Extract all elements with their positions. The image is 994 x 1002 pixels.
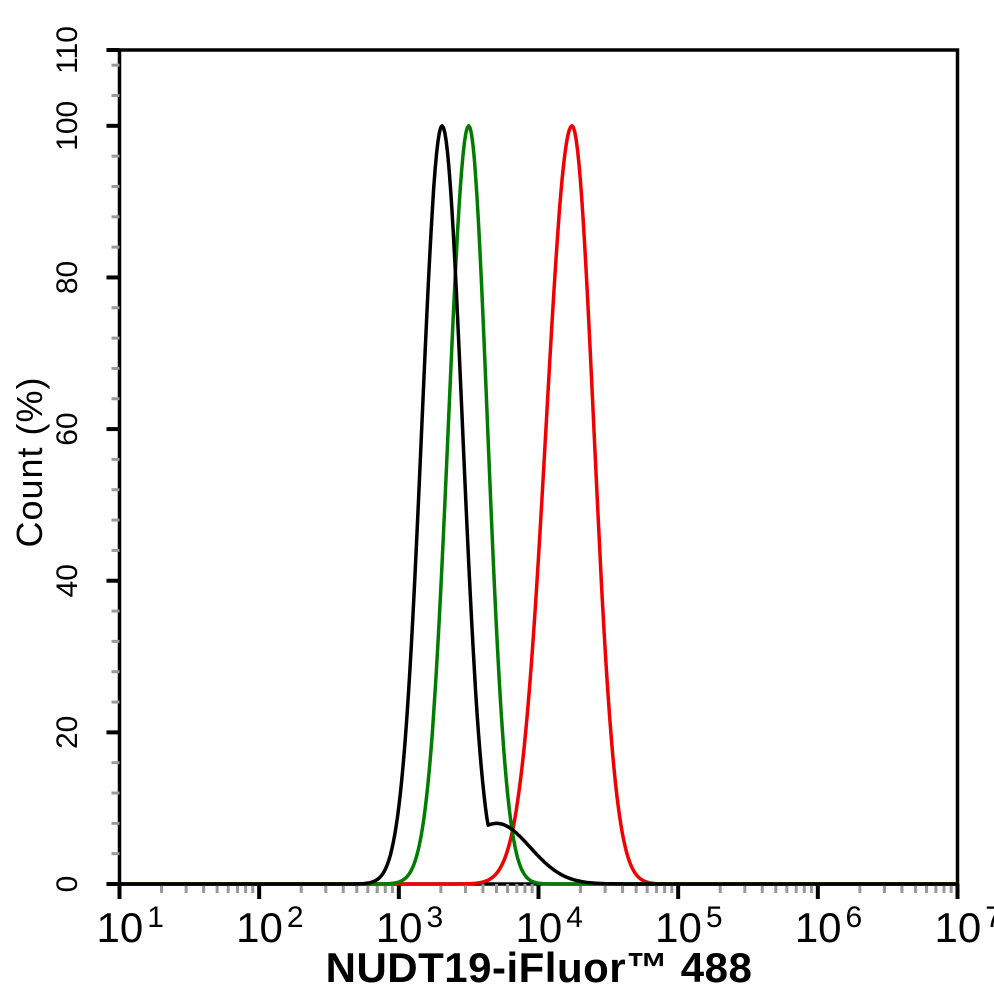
y-tick-label: 60 <box>51 412 84 445</box>
y-tick-label: 110 <box>51 26 84 74</box>
black-curve <box>117 124 960 886</box>
y-tick-label: 80 <box>51 261 84 294</box>
y-tick-label: 0 <box>51 876 84 893</box>
x-tick-label: 10 6 <box>795 901 862 951</box>
plot-frame <box>117 48 960 886</box>
green-curve <box>117 124 960 886</box>
red-curve <box>117 124 960 886</box>
y-tick-label: 20 <box>51 716 84 749</box>
x-tick-label: 10 1 <box>97 901 164 951</box>
x-tick-label: 10 7 <box>935 901 994 951</box>
x-axis-title: NUDT19-iFluor™ 488 <box>325 944 753 991</box>
y-tick-label: 100 <box>51 101 84 151</box>
y-axis-title: Count (%) <box>9 376 50 548</box>
x-tick-label: 10 2 <box>236 901 303 951</box>
y-tick-label: 40 <box>51 564 84 597</box>
